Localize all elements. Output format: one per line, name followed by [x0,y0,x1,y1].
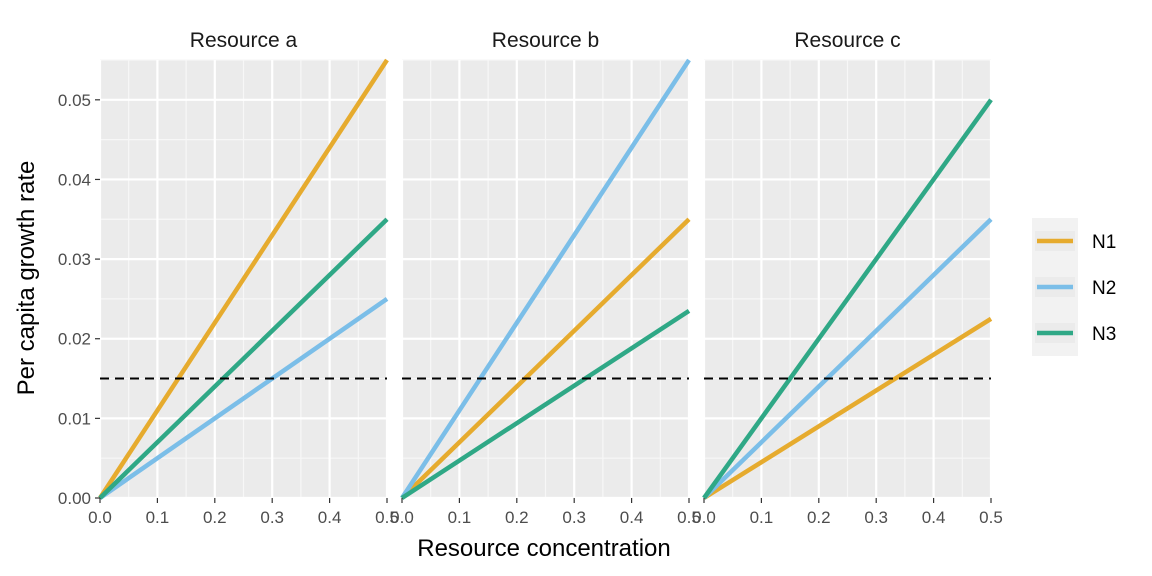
panel-3: Resource c 0.0 0.1 0.2 0.3 0.4 0.5 [692,29,1003,527]
x-tick-label: 0.3 [864,508,888,527]
x-tick-label: 0.4 [922,508,946,527]
x-tick-label: 0.4 [620,508,644,527]
y-tick-label: 0.00 [58,489,91,508]
series-line-n1 [702,316,993,500]
x-tick-label: 0.2 [505,508,529,527]
series-line-n3 [702,98,993,500]
series-line-n1 [400,217,691,500]
y-axis: 0.00 0.01 0.02 0.03 0.04 0.05 [58,91,100,508]
x-tick-label: 0.1 [448,508,472,527]
x-axis-title: Resource concentration [417,535,670,562]
series-line-n1 [98,58,389,500]
x-tick-label: 0.5 [677,508,701,527]
x-tick-label: 0.0 [88,508,112,527]
y-tick-label: 0.01 [58,409,91,428]
y-tick-label: 0.04 [58,170,91,189]
y-tick-label: 0.03 [58,250,91,269]
x-tick-label: 0.0 [692,508,716,527]
x-tick-label: 0.3 [260,508,284,527]
legend: N1 N2 N3 [1032,218,1116,356]
x-tick-label: 0.1 [146,508,170,527]
panel-title: Resource b [492,29,599,52]
x-tick-label: 0.0 [390,508,414,527]
legend-label: N3 [1092,324,1116,345]
series-line-n3 [98,217,389,500]
y-tick-label: 0.02 [58,330,91,349]
series-line-n2 [98,297,389,500]
legend-label: N2 [1092,278,1116,299]
x-tick-label: 0.2 [807,508,831,527]
x-tick-label: 0.5 [375,508,399,527]
panel-title: Resource a [190,29,298,52]
x-tick-label: 0.2 [203,508,227,527]
legend-label: N1 [1092,232,1116,253]
x-tick-label: 0.1 [750,508,774,527]
panels: Resource a 0.0 0.1 0.2 0.3 0.4 0.5 Resource b 0.… [88,29,1003,527]
y-tick-label: 0.05 [58,91,91,110]
y-axis-title: Per capita growth rate [13,161,40,396]
panel-1: Resource a 0.0 0.1 0.2 0.3 0.4 0.5 [88,29,399,527]
panel-2: Resource b 0.0 0.1 0.2 0.3 0.4 0.5 [390,29,701,527]
x-tick-label: 0.4 [318,508,342,527]
series-line-n3 [400,308,691,500]
series-line-n2 [400,58,691,500]
series-line-n2 [702,217,993,500]
panel-title: Resource c [794,29,900,52]
x-tick-label: 0.3 [562,508,586,527]
x-tick-label: 0.5 [979,508,1003,527]
